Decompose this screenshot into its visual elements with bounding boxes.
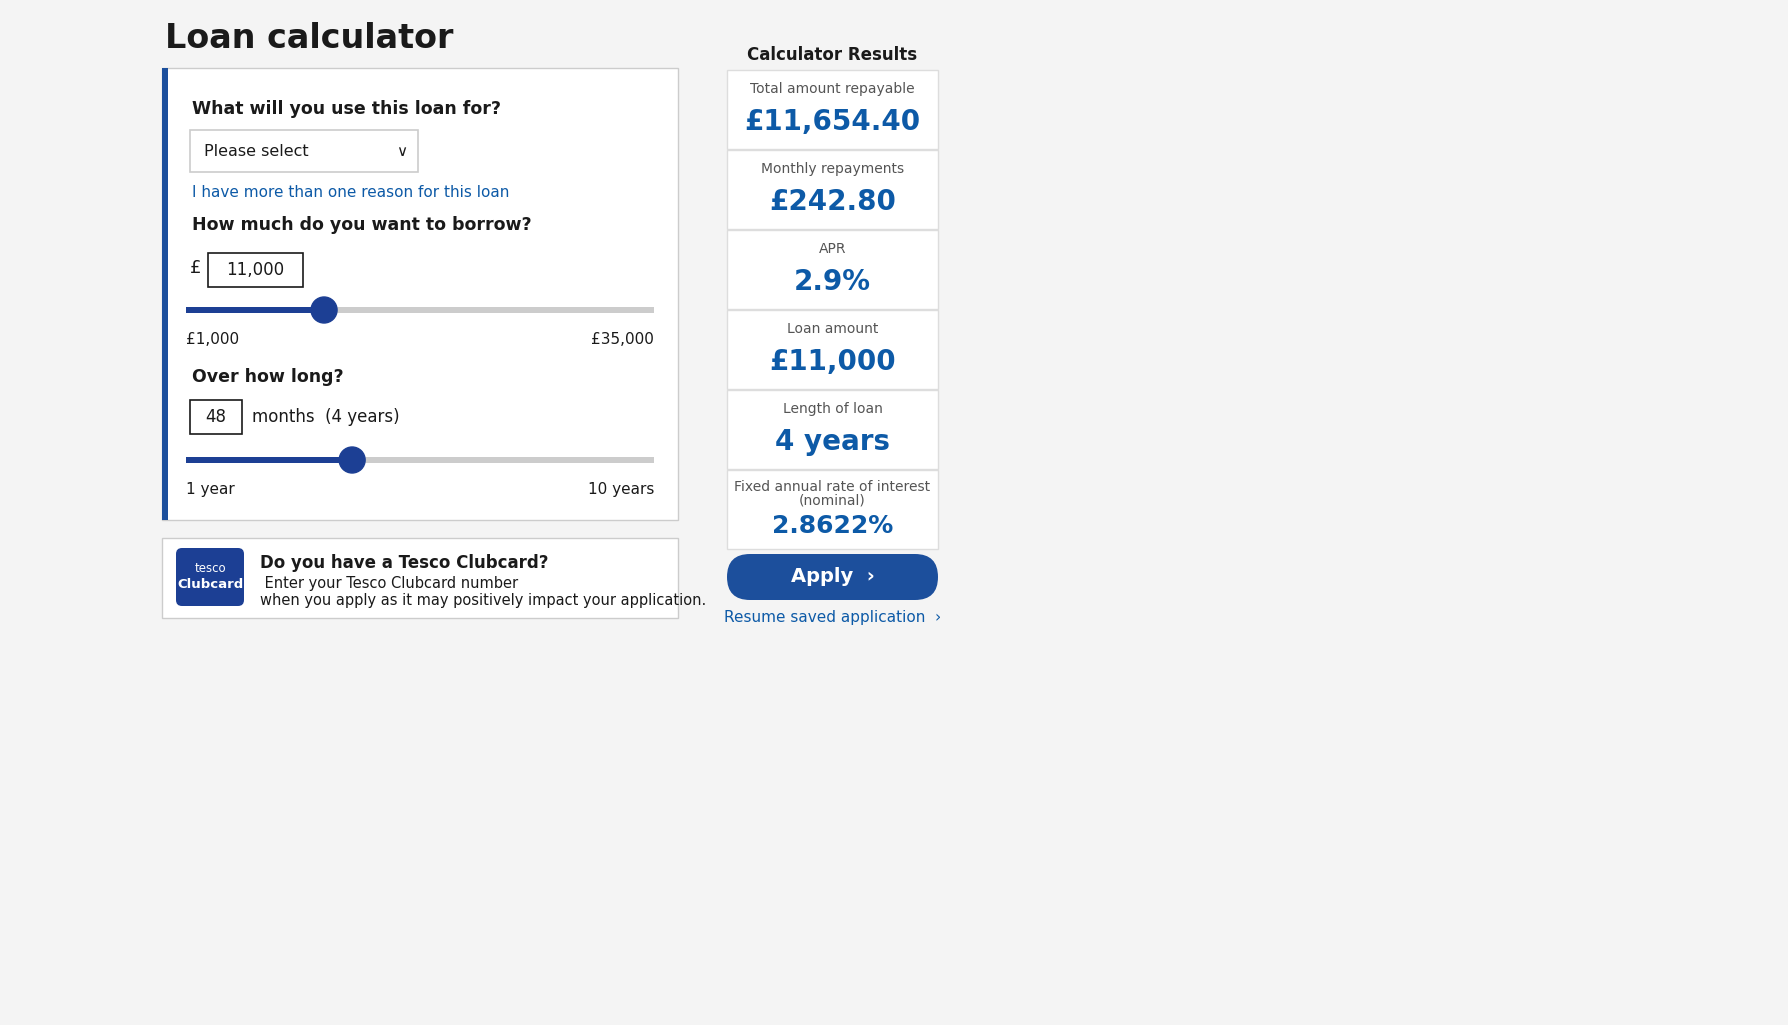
- Text: (nominal): (nominal): [799, 494, 865, 508]
- Bar: [186, 457, 654, 463]
- Circle shape: [311, 297, 338, 323]
- Text: tesco: tesco: [195, 562, 225, 575]
- Text: Calculator Results: Calculator Results: [747, 46, 917, 64]
- Text: 4 years: 4 years: [774, 428, 890, 456]
- Text: Loan calculator: Loan calculator: [164, 22, 454, 55]
- Text: £1,000: £1,000: [186, 332, 240, 347]
- Text: £35,000: £35,000: [592, 332, 654, 347]
- Text: How much do you want to borrow?: How much do you want to borrow?: [191, 216, 531, 234]
- Bar: [186, 308, 324, 313]
- Bar: [728, 150, 939, 229]
- Text: Clubcard: Clubcard: [177, 578, 243, 591]
- Text: 11,000: 11,000: [227, 261, 284, 279]
- Text: Apply  ›: Apply ›: [790, 568, 874, 586]
- Text: Loan amount: Loan amount: [787, 322, 878, 336]
- Text: Fixed annual rate of interest: Fixed annual rate of interest: [735, 480, 930, 494]
- Text: £11,654.40: £11,654.40: [744, 108, 921, 136]
- Bar: [190, 130, 418, 172]
- Text: 2.9%: 2.9%: [794, 268, 871, 296]
- Bar: [163, 68, 168, 520]
- Text: 10 years: 10 years: [588, 482, 654, 497]
- Bar: [163, 68, 678, 520]
- Text: Monthly repayments: Monthly repayments: [762, 162, 905, 176]
- Text: Do you have a Tesco Clubcard?: Do you have a Tesco Clubcard?: [259, 554, 549, 572]
- FancyBboxPatch shape: [175, 548, 243, 606]
- Text: 48: 48: [206, 408, 227, 426]
- Text: Enter your Tesco Clubcard number
when you apply as it may positively impact your: Enter your Tesco Clubcard number when yo…: [259, 576, 706, 609]
- Text: ∨: ∨: [397, 144, 408, 159]
- Circle shape: [340, 447, 365, 473]
- Bar: [190, 400, 241, 434]
- Text: What will you use this loan for?: What will you use this loan for?: [191, 100, 501, 118]
- Text: Please select: Please select: [204, 144, 309, 159]
- Bar: [728, 230, 939, 309]
- Text: I have more than one reason for this loan: I have more than one reason for this loa…: [191, 184, 510, 200]
- Text: Resume saved application  ›: Resume saved application ›: [724, 610, 940, 625]
- Bar: [186, 308, 654, 313]
- Text: Total amount repayable: Total amount repayable: [751, 82, 915, 96]
- Bar: [163, 538, 678, 618]
- Text: APR: APR: [819, 242, 846, 256]
- Text: 1 year: 1 year: [186, 482, 234, 497]
- Bar: [728, 470, 939, 549]
- Text: £11,000: £11,000: [769, 348, 896, 376]
- Text: £242.80: £242.80: [769, 188, 896, 216]
- Bar: [186, 457, 352, 463]
- Bar: [728, 310, 939, 390]
- Text: Over how long?: Over how long?: [191, 368, 343, 386]
- Text: £: £: [190, 259, 202, 277]
- Bar: [207, 253, 302, 287]
- Bar: [728, 390, 939, 469]
- Text: Length of loan: Length of loan: [783, 402, 883, 416]
- Bar: [728, 70, 939, 149]
- FancyBboxPatch shape: [728, 554, 939, 600]
- Text: 2.8622%: 2.8622%: [772, 514, 894, 538]
- Text: months  (4 years): months (4 years): [252, 408, 401, 426]
